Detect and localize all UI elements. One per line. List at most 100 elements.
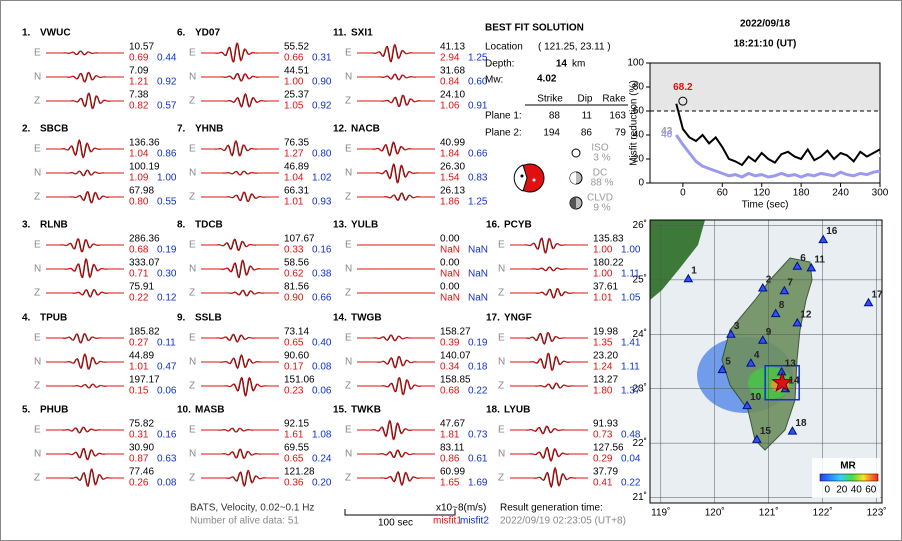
gen-label: Result generation time: <box>500 503 603 514</box>
amplitude: 13.27 <box>593 375 618 386</box>
plane-value: 11 <box>582 111 593 122</box>
decomp-icon <box>571 148 581 158</box>
waveform <box>201 140 279 157</box>
misfit1: 0.65 <box>284 454 304 465</box>
amplitude: 7.09 <box>129 66 149 77</box>
component-label: E <box>34 333 41 344</box>
component-label: E <box>189 333 196 344</box>
component-label: N <box>189 72 196 83</box>
misfit1: 0.69 <box>129 53 149 64</box>
station-number: 13. <box>333 220 347 231</box>
station-marker <box>717 364 728 374</box>
waveform <box>201 448 279 460</box>
station-name: TWKB <box>351 405 381 416</box>
misfit1: 1.54 <box>440 173 460 184</box>
component-label: Z <box>34 192 40 203</box>
misfit2: 0.57 <box>157 101 177 112</box>
misfit1: 2.94 <box>440 53 460 64</box>
misfit1: 0.80 <box>129 197 149 208</box>
taiwan <box>721 257 813 451</box>
station-number: 5. <box>22 405 31 416</box>
station-marker <box>770 308 781 318</box>
amplitude: 23.20 <box>593 351 618 362</box>
component-label: N <box>34 357 41 368</box>
lat-label: 24˚ <box>633 328 647 340</box>
station-marker <box>818 234 829 244</box>
amplitude: 83.11 <box>440 443 465 454</box>
waveform <box>46 191 124 204</box>
component-label: Z <box>498 288 504 299</box>
amplitude: 0.00 <box>440 234 460 245</box>
waveform <box>201 469 279 487</box>
amplitude: 100.19 <box>129 162 160 173</box>
decomp-value: 9 % <box>593 203 610 214</box>
station-name: NACB <box>351 124 380 135</box>
misfit2: 0.19 <box>468 338 488 349</box>
gen-time: 2022/09/19 02:23:05 (UT+8) <box>500 516 626 527</box>
misfit2: 1.69 <box>468 478 488 489</box>
amplitude: 73.14 <box>284 327 309 338</box>
misfit2: 0.44 <box>157 53 177 64</box>
station-marker <box>683 273 694 283</box>
station-name: TWGB <box>351 313 382 324</box>
misfit2: 1.25 <box>468 197 488 208</box>
component-label: N <box>189 264 196 275</box>
component-label: Z <box>34 288 40 299</box>
amplitude: 140.07 <box>440 351 471 362</box>
misfit2: 0.22 <box>468 386 488 397</box>
component-label: E <box>189 240 196 251</box>
misfit2: NaN <box>468 245 488 256</box>
misfit1: 0.87 <box>129 454 149 465</box>
amplitude: 91.93 <box>593 419 618 430</box>
series-line <box>675 103 881 167</box>
station-label: 2 <box>766 275 772 286</box>
amplitude: 26.13 <box>440 186 465 197</box>
x-tick-label: 180 <box>793 188 810 199</box>
station-label: 12 <box>800 310 812 321</box>
component-label: N <box>34 168 41 179</box>
lon-label: 123˚ <box>867 507 887 519</box>
station-label: 7 <box>787 277 793 288</box>
amplitude: 37.79 <box>593 467 618 478</box>
component-label: Z <box>34 473 40 484</box>
amplitude: 0.00 <box>440 258 460 269</box>
lon-label: 119˚ <box>651 507 670 519</box>
waveform <box>46 50 124 56</box>
misfit2: 0.30 <box>157 269 177 280</box>
component-label: E <box>345 425 352 436</box>
component-label: E <box>345 240 352 251</box>
misfit2: 0.08 <box>157 478 177 489</box>
waveform <box>46 383 124 389</box>
decomp-label: ISO <box>591 143 608 154</box>
mw: 4.02 <box>537 74 557 85</box>
waveform <box>201 93 279 108</box>
time: 18:21:10 (UT) <box>734 39 797 50</box>
misfit2: 0.12 <box>157 293 177 304</box>
station-marker <box>726 329 736 338</box>
decomp-value: 3 % <box>593 153 610 164</box>
misfit2: NaN <box>468 269 488 280</box>
decomp-label: DC <box>593 168 607 179</box>
waveform <box>357 163 435 184</box>
station-name: SBCB <box>40 124 68 135</box>
waveform <box>201 139 279 157</box>
lat-label: 23˚ <box>633 382 647 394</box>
station-number: 8. <box>177 220 186 231</box>
waveform <box>357 376 435 396</box>
y-tick-label: 100 <box>627 58 644 69</box>
station-label: 14 <box>788 375 800 386</box>
station-number: 7. <box>177 124 186 135</box>
misfit2: 0.24 <box>312 454 332 465</box>
station-marker <box>757 335 768 344</box>
misfit2: 0.19 <box>157 245 177 256</box>
station-name: SSLB <box>195 313 222 324</box>
amplitude: 47.67 <box>440 419 465 430</box>
amplitude: 31.68 <box>440 66 465 77</box>
component-label: Z <box>498 381 504 392</box>
component-label: E <box>498 425 505 436</box>
misfit2: 0.22 <box>621 478 641 489</box>
waveform <box>357 192 435 201</box>
amplitude: 66.31 <box>284 186 309 197</box>
station-label: 11 <box>814 255 825 266</box>
misfit1: 0.41 <box>593 478 613 489</box>
